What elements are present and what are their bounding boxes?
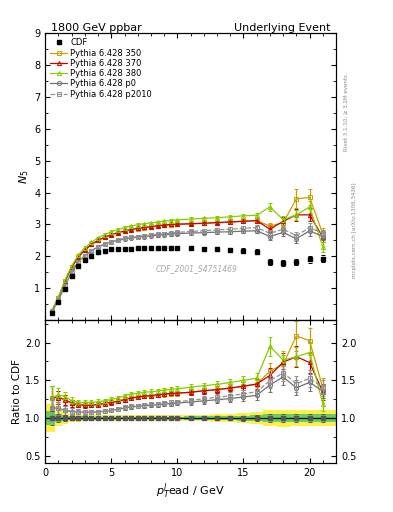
- Text: CDF_2001_S4751469: CDF_2001_S4751469: [156, 264, 237, 273]
- X-axis label: $p_T^l$ead / GeV: $p_T^l$ead / GeV: [156, 481, 225, 501]
- Legend: CDF, Pythia 6.428 350, Pythia 6.428 370, Pythia 6.428 380, Pythia 6.428 p0, Pyth: CDF, Pythia 6.428 350, Pythia 6.428 370,…: [48, 36, 154, 101]
- Y-axis label: $N_5$: $N_5$: [18, 169, 31, 184]
- Text: Underlying Event: Underlying Event: [234, 23, 330, 32]
- Text: mcplots.cern.ch [arXiv:1306.3436]: mcplots.cern.ch [arXiv:1306.3436]: [352, 183, 357, 278]
- Text: 1800 GeV ppbar: 1800 GeV ppbar: [51, 23, 142, 32]
- Y-axis label: Ratio to CDF: Ratio to CDF: [12, 359, 22, 424]
- Text: Rivet 3.1.10; ≥ 3.2M events: Rivet 3.1.10; ≥ 3.2M events: [344, 74, 349, 151]
